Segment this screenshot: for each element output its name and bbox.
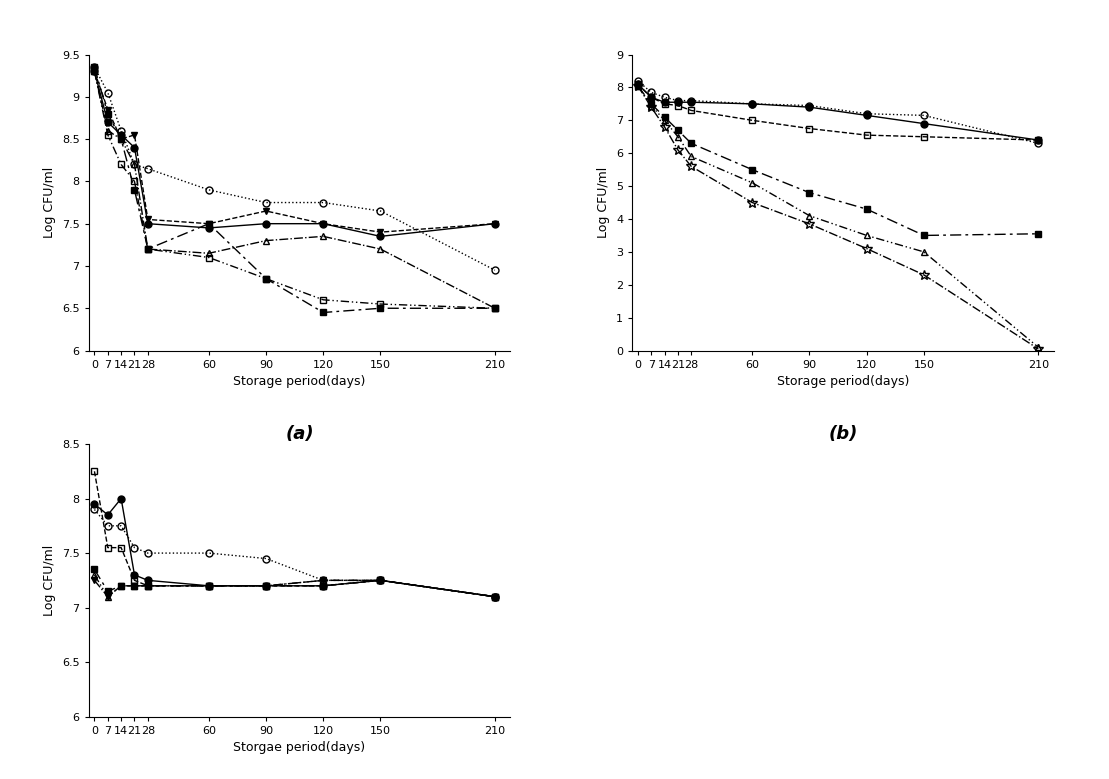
Y-axis label: Log CFU/ml: Log CFU/ml	[43, 167, 57, 238]
Text: (b): (b)	[828, 425, 857, 442]
X-axis label: Storgae period(days): Storgae period(days)	[233, 742, 366, 754]
X-axis label: Storage period(days): Storage period(days)	[233, 375, 366, 388]
Text: (a): (a)	[285, 425, 314, 442]
X-axis label: Storage period(days): Storage period(days)	[776, 375, 909, 388]
Y-axis label: Log CFU/ml: Log CFU/ml	[43, 545, 57, 616]
Y-axis label: Log CFU/ml: Log CFU/ml	[598, 167, 610, 238]
